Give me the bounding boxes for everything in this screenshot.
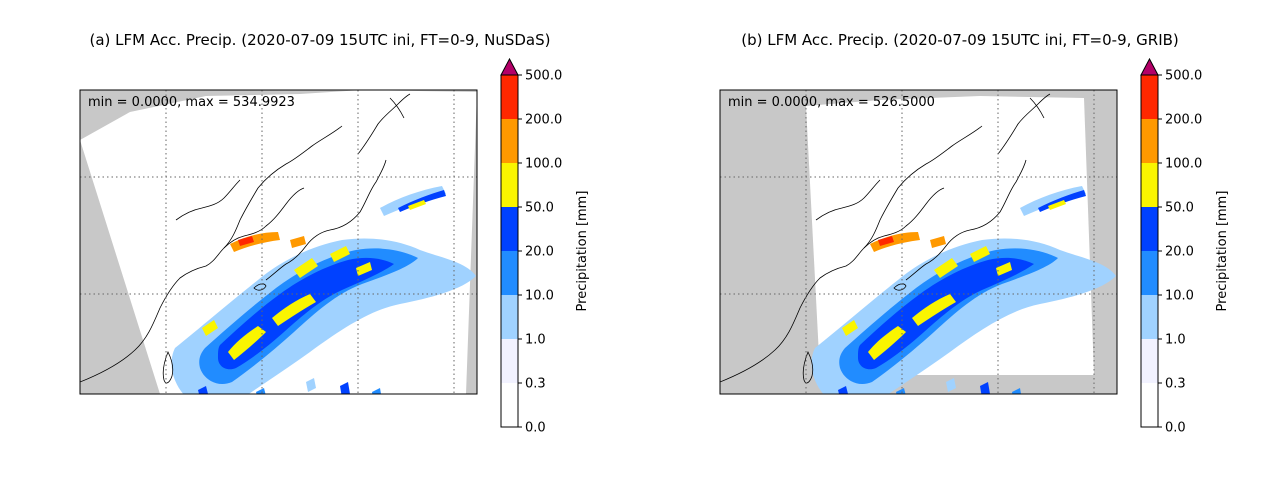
colorbar-a-bin-1 (501, 339, 518, 383)
panel-b-min-max-annotation: min = 0.0000, max = 526.5000 (728, 95, 935, 110)
panel-b-axes-frame (719, 89, 1118, 395)
colorbar-b-label: Precipitation [mm] (1215, 191, 1230, 312)
colorbar-b: 0.0 0.3 1.0 10.0 20.0 50.0 100.0 200.0 500.0 Prec… (1140, 57, 1230, 436)
colorbar-b-tick-label: 500.0 (1165, 69, 1202, 84)
colorbar-a-tick-label: 500.0 (525, 69, 562, 84)
colorbar-b-bin-4 (1141, 207, 1158, 251)
colorbar-b-tick-label: 20.0 (1165, 245, 1194, 260)
panel-a-min-max-annotation: min = 0.0000, max = 534.9923 (88, 95, 295, 110)
colorbar-b-bin-6 (1141, 119, 1158, 163)
colorbar-a-tick-label: 200.0 (525, 113, 562, 128)
colorbar-a-tick-label: 1.0 (525, 333, 546, 348)
colorbar-a-bin-3 (501, 251, 518, 295)
panel-a-domain (80, 90, 477, 394)
colorbar-a-bin-0 (501, 383, 518, 427)
panel-a-gridlines (80, 90, 477, 394)
colorbar-a: 0.0 0.3 1.0 10.0 20.0 50.0 100.0 200.0 500.0 Prec… (500, 57, 590, 436)
colorbar-a-bin-2 (501, 295, 518, 339)
panel-b-gridlines (720, 90, 1117, 394)
colorbar-b-tick-label: 0.0 (1165, 421, 1186, 436)
panel-a-axes-frame (79, 89, 478, 395)
panel-b-title: (b) LFM Acc. Precip. (2020-07-09 15UTC i… (741, 31, 1179, 49)
colorbar-b-tick-label: 0.3 (1165, 377, 1186, 392)
colorbar-b-bin-1 (1141, 339, 1158, 383)
colorbar-b-bin-2 (1141, 295, 1158, 339)
colorbar-b-bin-7 (1141, 75, 1158, 119)
colorbar-b-tick-label: 10.0 (1165, 289, 1194, 304)
colorbar-a-tick-label: 50.0 (525, 201, 554, 216)
colorbar-b-tick-label: 200.0 (1165, 113, 1202, 128)
colorbar-b-tick-label: 50.0 (1165, 201, 1194, 216)
colorbar-a-bin-4 (501, 207, 518, 251)
colorbar-a-tick-label: 100.0 (525, 157, 562, 172)
colorbar-a-bin-5 (501, 163, 518, 207)
panel-a-title: (a) LFM Acc. Precip. (2020-07-09 15UTC i… (90, 31, 551, 49)
colorbar-a-extend-max-triangle (500, 57, 519, 76)
colorbar-b-bin-3 (1141, 251, 1158, 295)
panel-a: (a) LFM Acc. Precip. (2020-07-09 15UTC i… (79, 31, 551, 395)
colorbar-b-tick-label: 100.0 (1165, 157, 1202, 172)
colorbar-b-bin-5 (1141, 163, 1158, 207)
colorbar-b-tick-label: 1.0 (1165, 333, 1186, 348)
colorbar-a-bin-7 (501, 75, 518, 119)
colorbar-a-bin-6 (501, 119, 518, 163)
colorbar-a-tick-label: 10.0 (525, 289, 554, 304)
colorbar-b-bin-0 (1141, 383, 1158, 427)
colorbar-b-extend-max-triangle (1140, 57, 1159, 76)
colorbar-a-tick-label: 0.0 (525, 421, 546, 436)
colorbar-a-tick-label: 0.3 (525, 377, 546, 392)
panel-b: (b) LFM Acc. Precip. (2020-07-09 15UTC i… (719, 31, 1179, 395)
colorbar-a-label: Precipitation [mm] (575, 191, 590, 312)
colorbar-a-tick-label: 20.0 (525, 245, 554, 260)
